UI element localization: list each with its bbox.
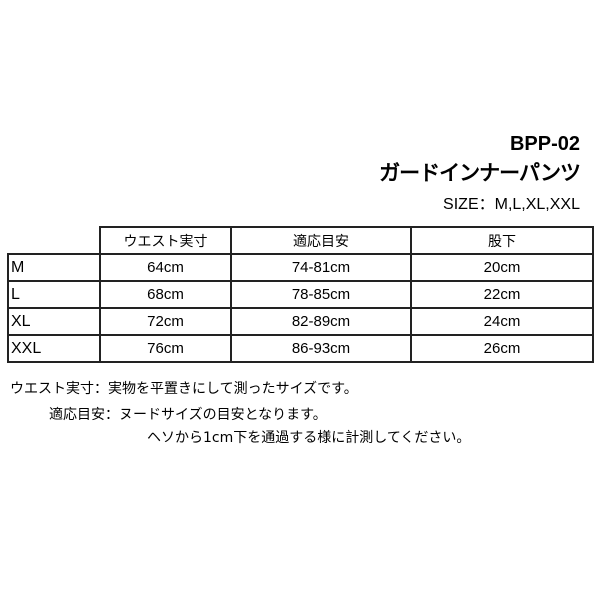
product-name: ガードインナーパンツ [379, 161, 581, 185]
size-cell: L [7, 280, 101, 309]
table-row: XXL 76cm 86-93cm 26cm [7, 334, 594, 363]
waist-cell: 64cm [99, 253, 232, 282]
table-row: XL 72cm 82-89cm 24cm [7, 307, 594, 336]
note-waist: ウエスト実寸：実物を平置きにして測ったサイズです。 [10, 378, 358, 398]
waist-cell: 72cm [99, 307, 232, 336]
waist-cell: 76cm [99, 334, 232, 363]
product-code: BPP-02 [509, 133, 580, 155]
size-cell: XL [7, 307, 101, 336]
inseam-cell: 20cm [410, 253, 594, 282]
header-blank [8, 227, 100, 255]
size-table: ウエスト実寸 適応目安 股下 M 64cm 74-81cm 20cm L 68c… [7, 226, 594, 363]
size-cell: XXL [7, 334, 101, 363]
fit-cell: 86-93cm [230, 334, 412, 363]
size-cell: M [7, 253, 101, 282]
header-inseam: 股下 [410, 226, 594, 255]
fit-cell: 82-89cm [230, 307, 412, 336]
note-text: 実物を平置きにして測ったサイズです。 [108, 381, 358, 397]
table-header-row: ウエスト実寸 適応目安 股下 [8, 226, 594, 255]
header-waist: ウエスト実寸 [99, 226, 232, 255]
inseam-cell: 24cm [410, 307, 594, 336]
inseam-cell: 22cm [410, 280, 594, 309]
table-row: L 68cm 78-85cm 22cm [7, 280, 594, 309]
note-fit: 適応目安：ヌードサイズの目安となります。 [49, 404, 327, 424]
fit-cell: 74-81cm [230, 253, 412, 282]
header-fit-guide: 適応目安 [230, 226, 412, 255]
available-sizes: SIZE：M,L,XL,XXL [443, 196, 580, 213]
note-text: ヌードサイズの目安となります。 [119, 407, 327, 423]
note-label: 適応目安： [49, 407, 119, 423]
note-fit-line2: ヘソから1cm下を通過する様に計測してください。 [147, 430, 471, 446]
inseam-cell: 26cm [410, 334, 594, 363]
fit-cell: 78-85cm [230, 280, 412, 309]
waist-cell: 68cm [99, 280, 232, 309]
note-label: ウエスト実寸： [10, 381, 108, 397]
table-row: M 64cm 74-81cm 20cm [7, 253, 594, 282]
